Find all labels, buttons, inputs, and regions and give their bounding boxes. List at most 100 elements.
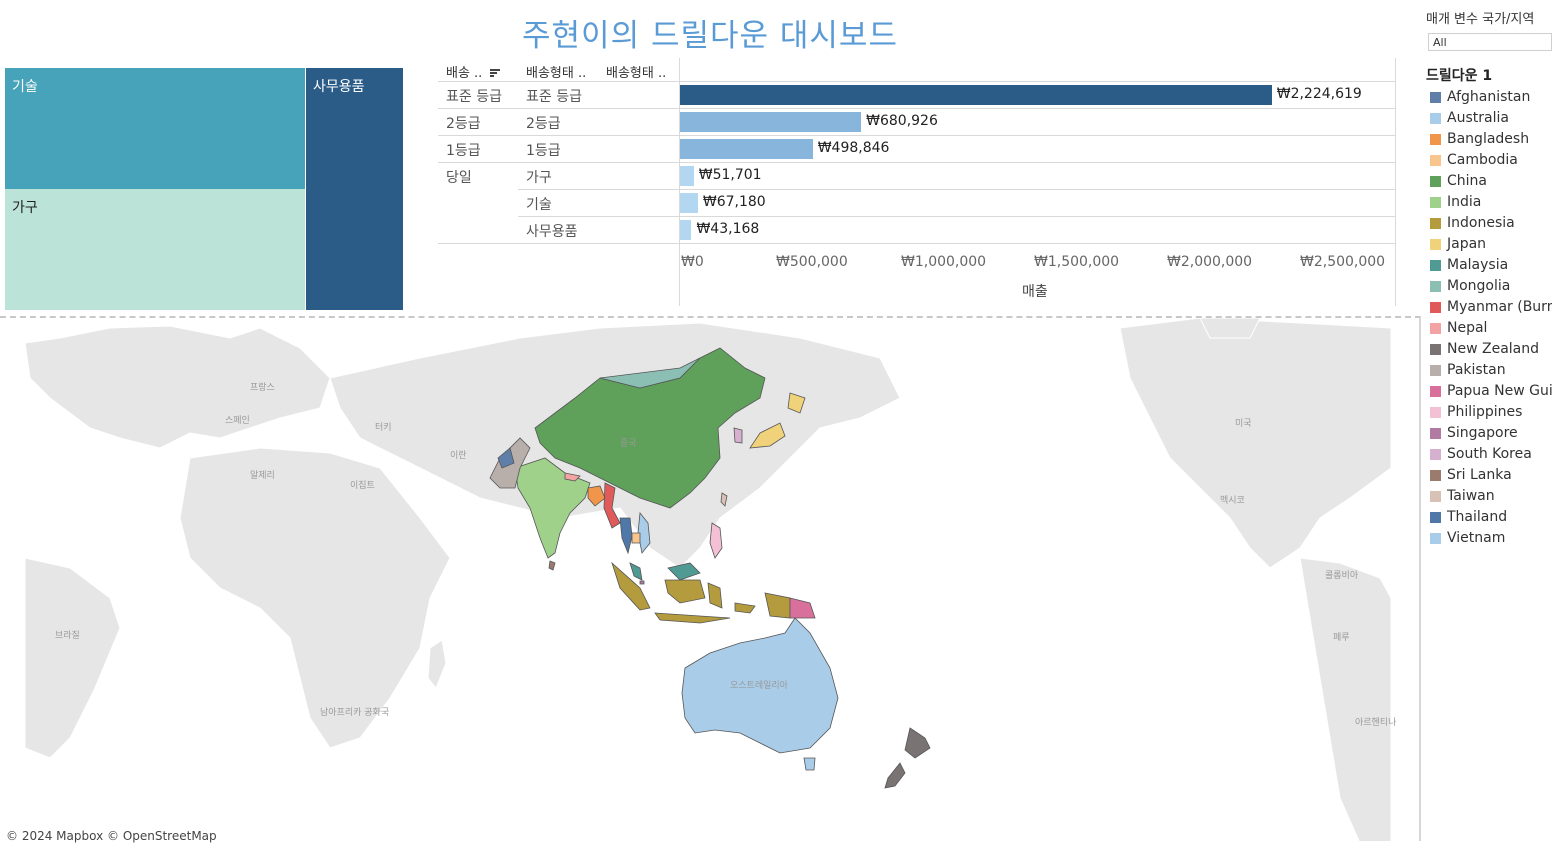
world-map[interactable]: 프랑스 스페인 터키 이란 알제리 이집트 중국 미국 멕시코 콜롬비아 페루 … bbox=[0, 316, 1421, 841]
legend-item[interactable]: Japan bbox=[1430, 235, 1486, 253]
legend-item[interactable]: Mongolia bbox=[1430, 277, 1510, 295]
map-label: 프랑스 bbox=[250, 381, 275, 393]
row-label-sub: 표준 등급 bbox=[526, 89, 582, 105]
legend-label: Japan bbox=[1447, 236, 1487, 252]
legend-item[interactable]: Nepal bbox=[1430, 319, 1487, 337]
row-label-sub: 기술 bbox=[526, 197, 552, 213]
sort-icon[interactable] bbox=[490, 69, 501, 78]
axis-title: 매출 bbox=[1022, 284, 1048, 300]
map-label: 스페인 bbox=[225, 415, 250, 426]
legend-label: Australia bbox=[1447, 110, 1509, 126]
legend-label: Myanmar (Burma) bbox=[1447, 299, 1552, 315]
legend-swatch bbox=[1430, 133, 1441, 145]
axis-tick-label: ₩2,000,000 bbox=[1167, 254, 1253, 270]
legend-label: Mongolia bbox=[1447, 278, 1511, 294]
legend-item[interactable]: Afghanistan bbox=[1430, 88, 1530, 106]
bar-mark[interactable] bbox=[680, 193, 698, 213]
legend-item[interactable]: Myanmar (Burma) bbox=[1430, 298, 1552, 316]
legend-item[interactable]: Malaysia bbox=[1430, 256, 1508, 274]
legend-swatch bbox=[1430, 112, 1441, 124]
treemap-cell-furniture[interactable]: 가구 bbox=[5, 189, 305, 310]
legend-label: Indonesia bbox=[1447, 215, 1515, 231]
legend-swatch bbox=[1430, 322, 1441, 334]
bar-mark[interactable] bbox=[680, 220, 692, 240]
bar-mark[interactable] bbox=[680, 85, 1272, 105]
legend-item[interactable]: Taiwan bbox=[1430, 487, 1495, 505]
treemap-label: 기술 bbox=[12, 79, 38, 95]
bar-mark[interactable] bbox=[680, 166, 694, 186]
map-label: 이란 bbox=[450, 449, 467, 461]
legend-item[interactable]: Philippines bbox=[1430, 403, 1522, 421]
legend-item[interactable]: New Zealand bbox=[1430, 340, 1539, 358]
map-label: 브라질 bbox=[55, 629, 80, 641]
legend-swatch bbox=[1430, 217, 1441, 229]
legend-swatch bbox=[1430, 406, 1441, 418]
legend-item[interactable]: Cambodia bbox=[1430, 151, 1518, 169]
legend-title: 드릴다운 1 bbox=[1426, 68, 1493, 84]
legend-item[interactable]: Vietnam bbox=[1430, 529, 1505, 547]
treemap-label: 가구 bbox=[12, 200, 38, 216]
row-label-group: 당일 bbox=[446, 170, 472, 186]
column-header-shipping[interactable]: 배송 .. bbox=[446, 62, 501, 81]
legend-label: New Zealand bbox=[1447, 341, 1539, 357]
legend-swatch bbox=[1430, 469, 1441, 481]
map-label: 터키 bbox=[375, 422, 392, 433]
bar-value-label: ₩67,180 bbox=[702, 194, 766, 210]
bar-mark[interactable] bbox=[680, 139, 813, 159]
row-label-sub: 가구 bbox=[526, 170, 552, 186]
legend-item[interactable]: South Korea bbox=[1430, 445, 1532, 463]
map-label: 페루 bbox=[1333, 632, 1350, 643]
map-label: 미국 bbox=[1235, 418, 1252, 429]
legend-swatch bbox=[1430, 259, 1441, 271]
treemap-cell-office[interactable]: 사무용품 bbox=[305, 68, 403, 310]
axis-tick-label: ₩0 bbox=[681, 254, 704, 270]
map-label: 알제리 bbox=[250, 470, 275, 481]
treemap-cell-tech[interactable]: 기술 bbox=[5, 68, 305, 189]
legend-swatch bbox=[1430, 490, 1441, 502]
legend-item[interactable]: Australia bbox=[1430, 109, 1509, 127]
legend-swatch bbox=[1430, 532, 1441, 544]
map-attribution[interactable]: © 2024 Mapbox © OpenStreetMap bbox=[6, 829, 217, 843]
column-header-shipping-type[interactable]: 배송형태 .. bbox=[526, 66, 587, 81]
column-header-label: 배송 .. bbox=[446, 66, 483, 81]
dashboard-title: 주현이의 드릴다운 대시보드 bbox=[522, 18, 898, 54]
row-label-sub: 2등급 bbox=[526, 116, 561, 132]
parameter-select[interactable]: All bbox=[1428, 33, 1552, 51]
legend-label: Papua New Guinea bbox=[1447, 383, 1552, 399]
legend-item[interactable]: Papua New Guinea bbox=[1430, 382, 1552, 400]
legend-swatch bbox=[1430, 427, 1441, 439]
legend-item[interactable]: Bangladesh bbox=[1430, 130, 1529, 148]
legend-swatch bbox=[1430, 511, 1441, 523]
legend-label: Thailand bbox=[1447, 509, 1508, 525]
axis-tick-label: ₩1,500,000 bbox=[1034, 254, 1120, 270]
bar-mark[interactable] bbox=[680, 112, 862, 132]
legend-label: Afghanistan bbox=[1447, 89, 1531, 105]
column-header-shipping-type-2[interactable]: 배송형태 .. bbox=[606, 66, 667, 81]
legend-label: Sri Lanka bbox=[1447, 467, 1512, 483]
axis-tick-label: ₩1,000,000 bbox=[901, 254, 987, 270]
legend-swatch bbox=[1430, 154, 1441, 166]
legend-item[interactable]: Pakistan bbox=[1430, 361, 1506, 379]
legend-swatch bbox=[1430, 364, 1441, 376]
legend-item[interactable]: Singapore bbox=[1430, 424, 1518, 442]
bar-value-label: ₩43,168 bbox=[696, 221, 760, 237]
legend-swatch bbox=[1430, 91, 1441, 103]
legend-item[interactable]: Sri Lanka bbox=[1430, 466, 1512, 484]
map-label: 멕시코 bbox=[1220, 495, 1245, 506]
bar-value-label: ₩680,926 bbox=[866, 113, 938, 129]
legend-swatch bbox=[1430, 343, 1441, 355]
legend-item[interactable]: India bbox=[1430, 193, 1481, 211]
map-label: 남아프리카 공화국 bbox=[320, 707, 389, 718]
legend-item[interactable]: China bbox=[1430, 172, 1487, 190]
legend-label: Philippines bbox=[1447, 404, 1523, 420]
legend-swatch bbox=[1430, 448, 1441, 460]
legend-label: China bbox=[1447, 173, 1487, 189]
axis-tick-label: ₩2,500,000 bbox=[1300, 254, 1386, 270]
bar-value-label: ₩51,701 bbox=[698, 167, 762, 183]
legend-item[interactable]: Thailand bbox=[1430, 508, 1507, 526]
legend-label: Bangladesh bbox=[1447, 131, 1530, 147]
legend-item[interactable]: Indonesia bbox=[1430, 214, 1515, 232]
map-canvas[interactable]: 프랑스 스페인 터키 이란 알제리 이집트 중국 미국 멕시코 콜롬비아 페루 … bbox=[0, 318, 1421, 841]
parameter-label: 매개 변수 국가/지역 bbox=[1426, 12, 1535, 27]
legend-swatch bbox=[1430, 301, 1441, 313]
